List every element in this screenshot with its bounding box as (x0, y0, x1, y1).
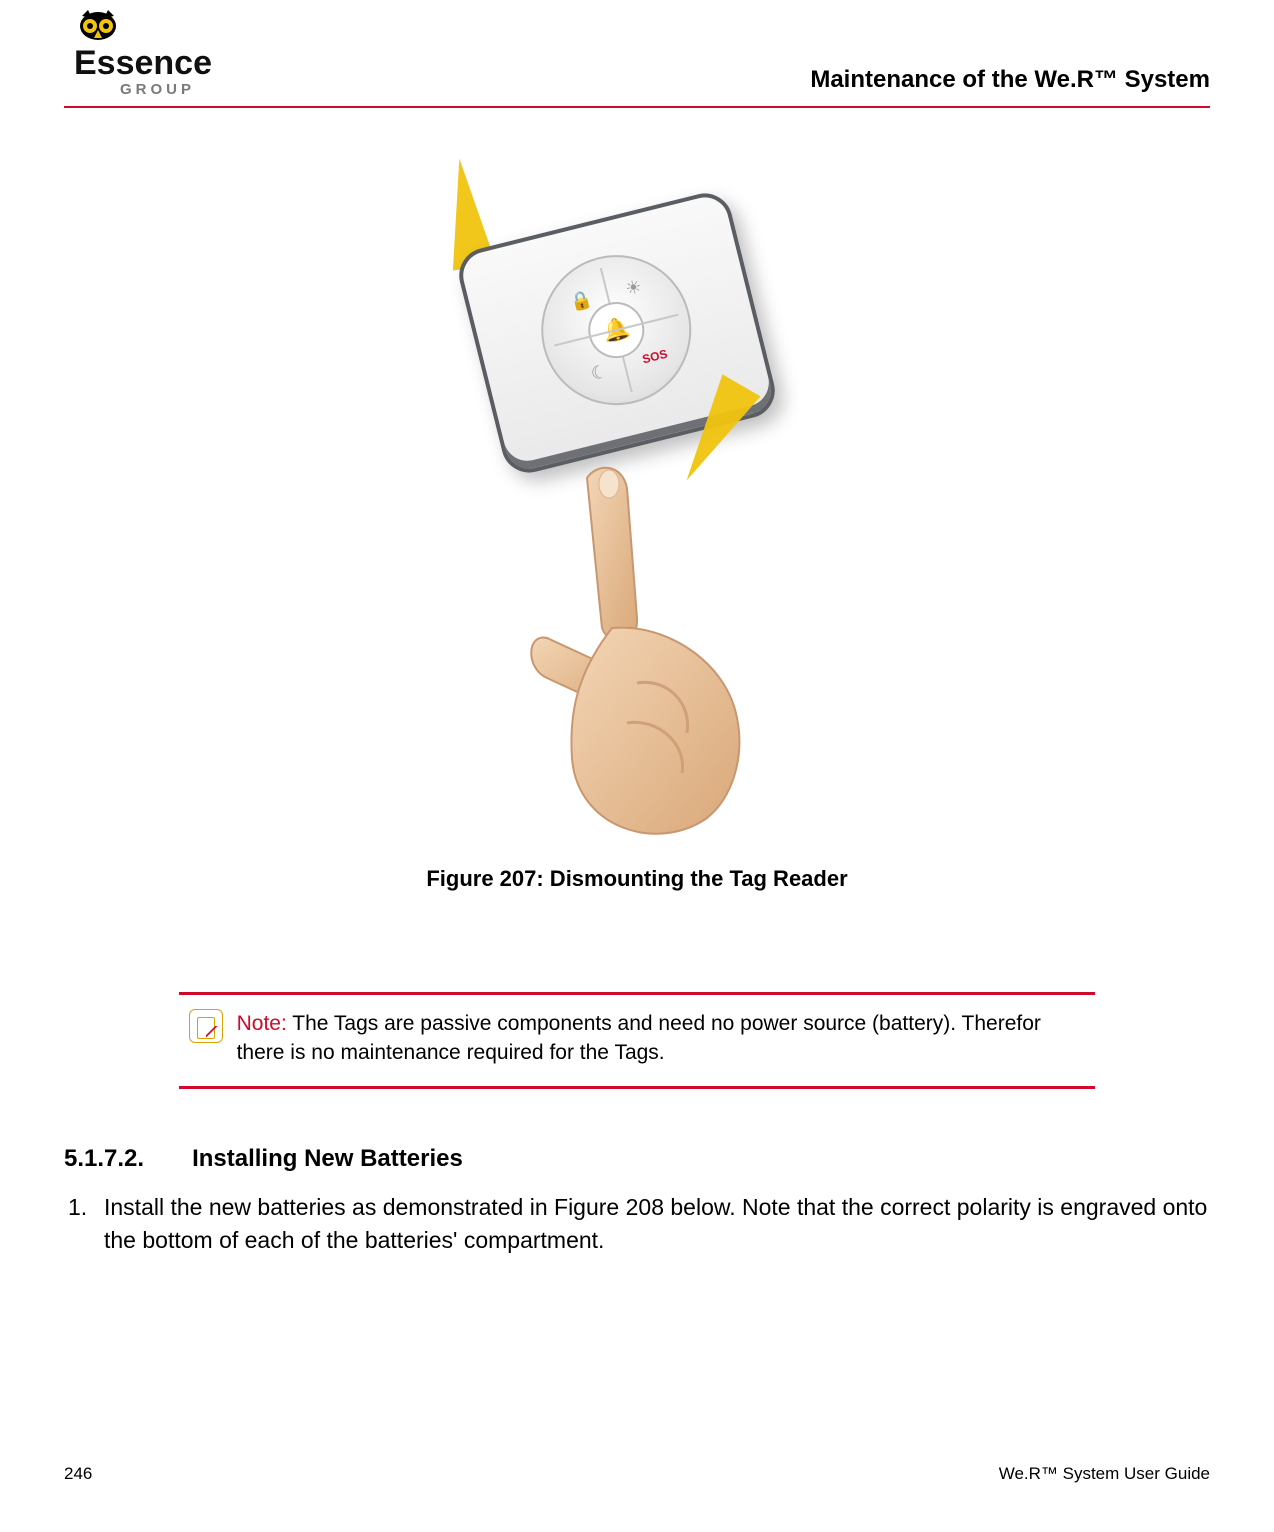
section-heading: 5.1.7.2. Installing New Batteries (64, 1145, 1210, 1173)
sun-icon: ☀ (617, 271, 651, 305)
note-body-text: The Tags are passive components and need… (237, 1012, 1041, 1064)
moon-icon: ☾ (582, 356, 616, 390)
section-title: Installing New Batteries (192, 1145, 463, 1173)
section-number: 5.1.7.2. (64, 1145, 144, 1173)
figure-image: 🔔 🔒 ☀ ☾ SOS (437, 198, 837, 838)
svg-text:GROUP: GROUP (120, 81, 195, 98)
footer-right: We.R™ System User Guide (999, 1464, 1210, 1484)
page-title: Maintenance of the We.R™ System (810, 66, 1210, 100)
sos-label: SOS (638, 340, 672, 374)
note-text: Note: The Tags are passive components an… (237, 1009, 1086, 1068)
note-label: Note: (237, 1012, 287, 1035)
figure-207: 🔔 🔒 ☀ ☾ SOS (64, 198, 1210, 892)
page-footer: 246 We.R™ System User Guide (64, 1464, 1210, 1484)
note-icon (189, 1009, 223, 1043)
svg-text:Essence: Essence (74, 44, 212, 82)
brand-logo: Essence GROUP (64, 8, 244, 100)
note-bottom-rule (179, 1086, 1096, 1089)
header-rule (64, 106, 1210, 108)
figure-caption: Figure 207: Dismounting the Tag Reader (426, 866, 847, 892)
essence-logo-svg: Essence GROUP (64, 8, 244, 100)
page-header: Essence GROUP Maintenance of the We.R™ S… (64, 0, 1210, 100)
hand-illustration (517, 458, 817, 838)
list-item-number: 1. (68, 1191, 90, 1258)
note-block: Note: The Tags are passive components an… (179, 992, 1096, 1089)
list-item-text: Install the new batteries as demonstrate… (104, 1191, 1210, 1258)
list-item-1: 1. Install the new batteries as demonstr… (64, 1191, 1210, 1258)
page-number: 246 (64, 1464, 92, 1484)
